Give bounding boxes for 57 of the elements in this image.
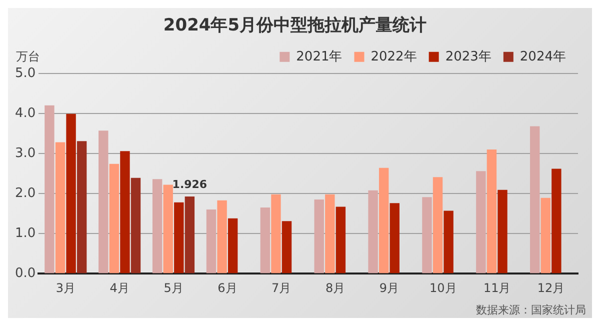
x-tick-label: 3月: [56, 280, 76, 295]
bar: [130, 178, 141, 274]
bar: [206, 210, 216, 274]
bar: [152, 179, 162, 274]
bar: [378, 168, 389, 274]
bar: [163, 184, 173, 274]
bar: [44, 105, 54, 274]
legend-label: 2021年: [296, 49, 342, 64]
x-tick-label: 12月: [537, 280, 565, 295]
y-tick-label: 3.0: [14, 146, 36, 161]
bar: [432, 177, 443, 274]
x-tick-label: 9月: [379, 280, 400, 295]
bar: [184, 196, 195, 274]
chart-title: 2024年5月份中型拖拉机产量统计: [163, 16, 427, 36]
bar: [217, 200, 227, 274]
bar: [368, 190, 378, 274]
bar: [76, 141, 87, 274]
data-label: 1.926: [172, 178, 208, 191]
bar: [540, 198, 550, 274]
x-tick-label: 8月: [325, 280, 346, 295]
bar: [66, 114, 76, 274]
bar: [486, 149, 497, 274]
y-tick-label: 5.0: [14, 66, 36, 81]
y-tick-label: 0.0: [14, 266, 36, 281]
x-tick-label: 7月: [272, 280, 292, 295]
bar: [498, 190, 508, 274]
x-tick-label: 4月: [110, 280, 130, 295]
y-tick-label: 1.0: [14, 226, 36, 241]
x-tick-label: 5月: [164, 280, 184, 295]
y-tick-label: 4.0: [14, 106, 36, 121]
bar: [282, 221, 292, 274]
bar: [271, 194, 281, 274]
x-tick-label: 11月: [483, 280, 511, 295]
bar: [444, 210, 454, 274]
bar: [476, 171, 486, 274]
bar: [55, 142, 66, 274]
bar: [120, 151, 130, 274]
bar: [260, 208, 270, 274]
y-axis-title: 万台: [16, 50, 40, 64]
bar: [422, 197, 432, 274]
bar: [390, 203, 400, 274]
x-tick-label: 10月: [430, 280, 457, 295]
bar: [228, 218, 238, 274]
bar: [530, 126, 540, 274]
bar: [314, 200, 324, 274]
y-tick-label: 2.0: [14, 186, 36, 201]
source-note: 数据来源：国家统计局: [476, 303, 586, 316]
bar: [109, 164, 120, 274]
bar: [325, 194, 335, 274]
bar: [552, 168, 562, 274]
x-tick-label: 6月: [218, 280, 238, 295]
legend-label: 2022年: [370, 49, 417, 64]
bar: [336, 206, 346, 274]
legend-label: 2024年: [520, 49, 566, 64]
bar: [98, 130, 108, 274]
bar: [174, 202, 184, 274]
legend-label: 2023年: [445, 49, 492, 64]
